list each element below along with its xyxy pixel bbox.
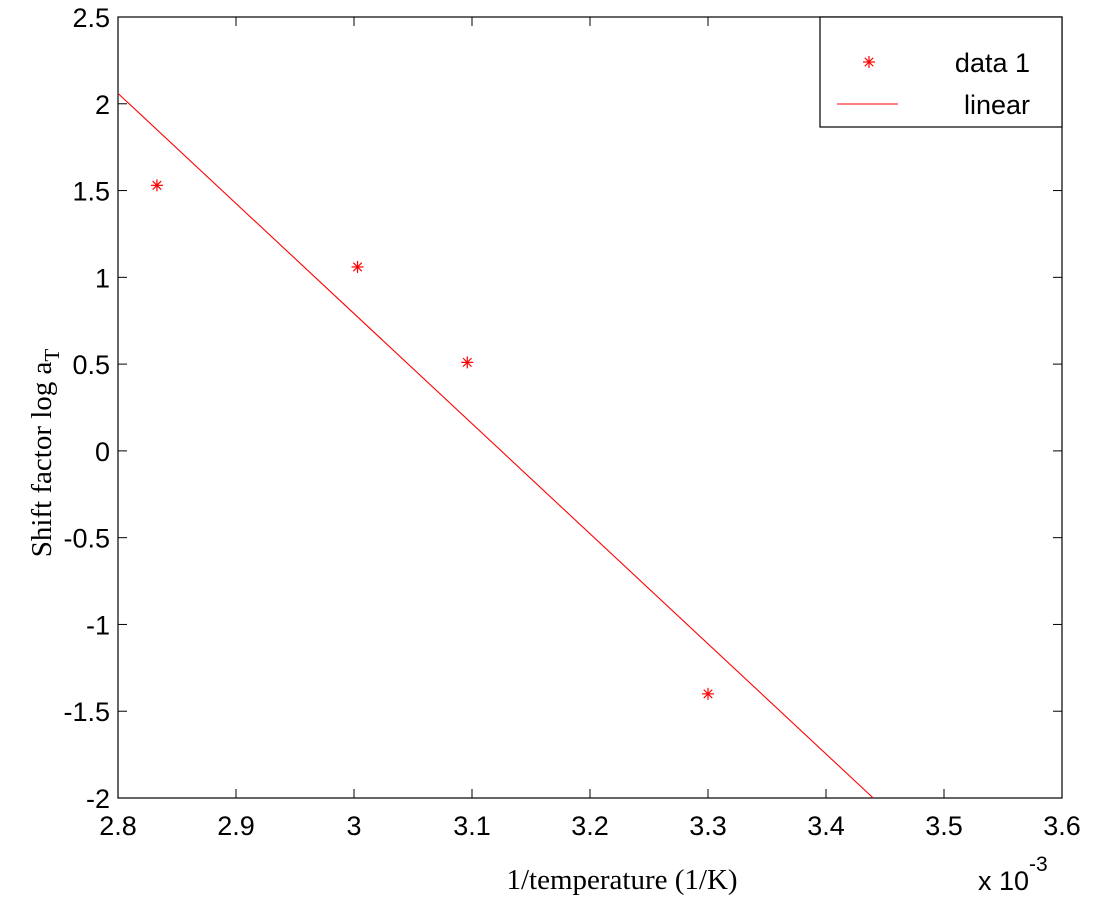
data-point [150,179,163,192]
series-line-linear [117,92,874,799]
data-point [351,260,364,273]
legend: data 1 linear [819,16,1063,128]
axes-frame [117,16,1063,799]
legend-marker-swatch [863,56,875,68]
y-tick-label: 1.5 [72,177,110,207]
x-tick-label: 2.9 [217,811,255,841]
plot-area [117,16,1063,799]
y-tick-label: 0 [95,437,110,467]
y-axis-title: Shift factor log aT [26,349,64,558]
tick-marks [117,16,1063,799]
y-axis-title-subscript: T [40,349,64,362]
svg-text:x 10-3: x 10-3 [978,853,1048,896]
x-tick-labels: 2.8 2.9 3 3.1 3.2 3.3 3.4 3.5 3.6 [99,811,1081,841]
legend-label: linear [964,90,1030,120]
y-tick-labels: -2 -1.5 -1 -0.5 0 0.5 1 1.5 2 2.5 [63,3,110,814]
y-tick-label: 2.5 [72,3,110,33]
y-tick-label: -0.5 [63,524,110,554]
x-tick-label: 3.2 [571,811,609,841]
svg-text:Shift factor log aT: Shift factor log aT [26,349,64,558]
x-multiplier-exponent: -3 [1029,853,1048,876]
x-tick-label: 3.1 [453,811,491,841]
x-tick-label: 2.8 [99,811,137,841]
data-point [461,356,474,369]
y-tick-label: -1.5 [63,697,110,727]
x-tick-label: 3.5 [925,811,963,841]
x-tick-label: 3.3 [689,811,727,841]
x-tick-label: 3.6 [1043,811,1081,841]
data-point [702,687,714,700]
x-axis-title: 1/temperature (1/K) [506,864,737,896]
y-tick-label: 2 [95,90,110,120]
legend-label: data 1 [955,48,1030,78]
y-tick-label: 0.5 [72,350,110,380]
y-tick-label: -1 [86,610,110,640]
legend-box [819,16,1063,128]
series-layer [117,92,874,799]
x-tick-label: 3.4 [807,811,845,841]
y-axis-title-main: Shift factor log a [26,361,58,557]
x-tick-label: 3 [346,811,361,841]
x-multiplier-base: x 10 [978,866,1029,896]
y-tick-label: -2 [86,784,110,814]
x-axis-multiplier: x 10-3 [978,853,1048,896]
y-tick-label: 1 [95,263,110,293]
